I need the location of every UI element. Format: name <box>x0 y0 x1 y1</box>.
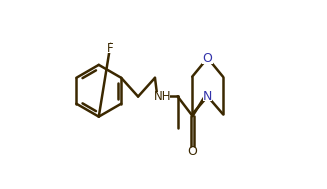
FancyBboxPatch shape <box>203 92 212 101</box>
Text: F: F <box>107 42 114 55</box>
Text: O: O <box>203 52 213 65</box>
FancyBboxPatch shape <box>187 148 198 157</box>
Text: N: N <box>203 90 212 103</box>
Text: NH: NH <box>154 90 171 103</box>
Text: O: O <box>188 145 198 158</box>
FancyBboxPatch shape <box>105 44 116 53</box>
FancyBboxPatch shape <box>156 92 170 101</box>
FancyBboxPatch shape <box>202 54 213 64</box>
